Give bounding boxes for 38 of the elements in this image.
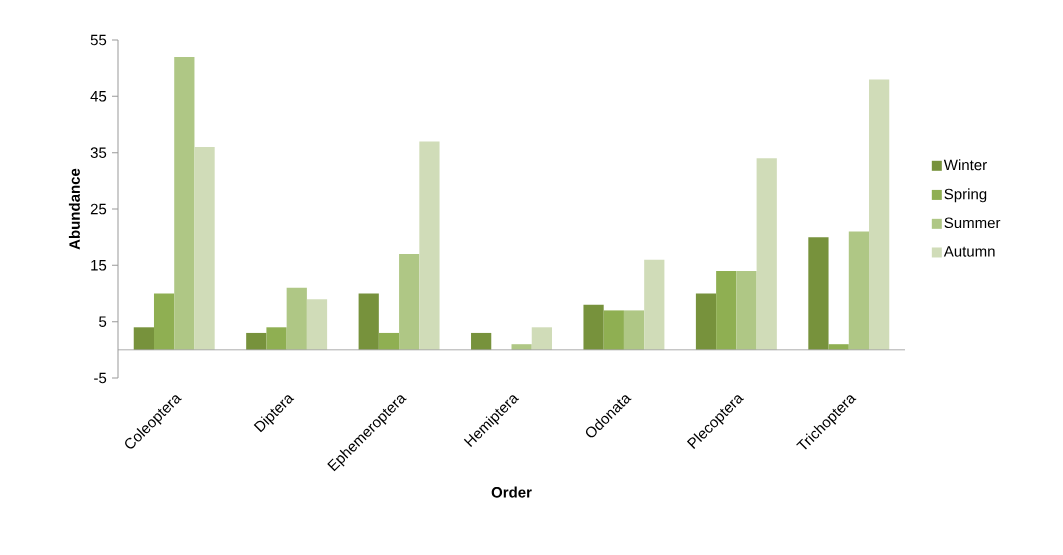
bar: [869, 79, 890, 350]
y-tick-label: 45: [90, 91, 107, 102]
y-tick-label: 55: [90, 34, 107, 46]
bar: [808, 237, 829, 350]
bar: [246, 332, 267, 350]
bar: [623, 310, 645, 350]
bar: [756, 158, 777, 350]
y-tick-label: 35: [90, 147, 107, 158]
bar: [306, 299, 328, 350]
x-axis-title: Order: [491, 486, 532, 498]
y-axis-title: Abundance: [68, 168, 80, 250]
bar: [583, 304, 604, 350]
bar: [399, 254, 420, 350]
legend-label: Autumn: [943, 246, 995, 257]
y-tick-label: 5: [99, 316, 107, 327]
bar: [378, 332, 400, 350]
bar: [174, 56, 195, 350]
bar: [603, 310, 624, 350]
bar: [133, 327, 154, 350]
bar: [695, 293, 717, 350]
bar: [286, 287, 307, 350]
bar: [471, 332, 492, 350]
legend-label: Summer: [944, 217, 1001, 229]
y-tick-label: -5: [94, 372, 107, 384]
bar: [153, 293, 175, 350]
bar: [194, 147, 215, 350]
bar: [419, 141, 440, 350]
legend-label: Spring: [944, 188, 987, 203]
y-tick-label: 15: [91, 260, 107, 271]
legend-label: Winter: [943, 159, 987, 171]
bar: [848, 231, 870, 350]
bar: [644, 259, 665, 350]
bar: [531, 327, 552, 350]
bar: [736, 270, 757, 350]
bar: [358, 293, 379, 350]
bar: [716, 270, 737, 350]
y-tick-label: 25: [90, 203, 107, 215]
bar: [266, 327, 287, 350]
